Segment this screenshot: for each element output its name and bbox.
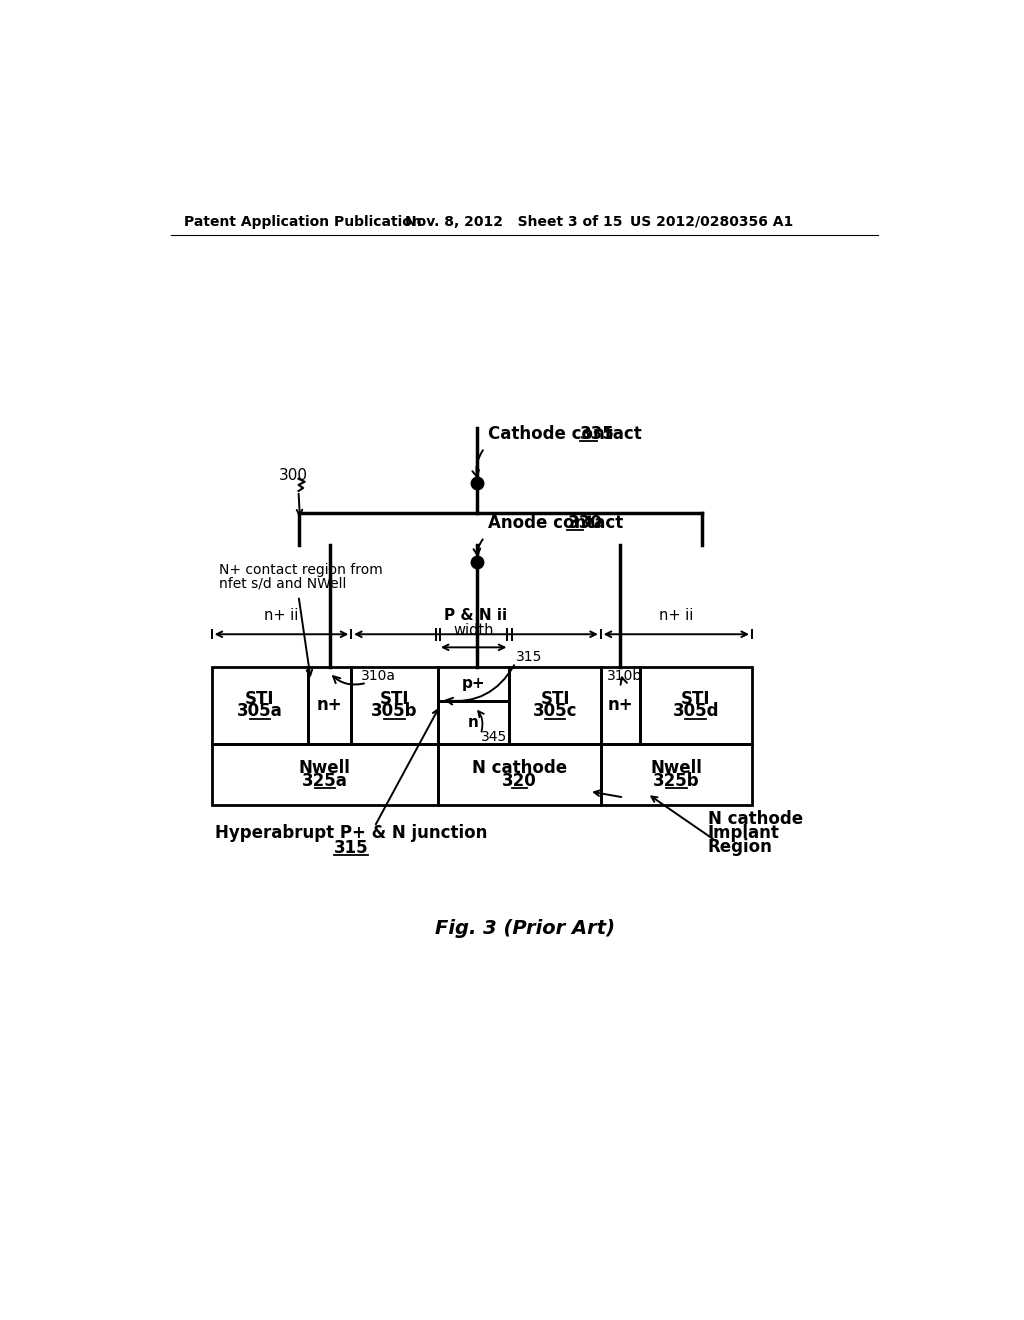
Text: Patent Application Publication: Patent Application Publication (183, 215, 422, 228)
Text: n+: n+ (607, 696, 633, 714)
Text: Nov. 8, 2012   Sheet 3 of 15: Nov. 8, 2012 Sheet 3 of 15 (406, 215, 623, 228)
Text: p+: p+ (462, 676, 485, 692)
Text: Cathode contact: Cathode contact (488, 425, 648, 444)
Text: Nwell: Nwell (650, 759, 702, 777)
Text: 305a: 305a (237, 702, 283, 721)
Text: 300: 300 (280, 469, 308, 483)
Bar (640, 667, 752, 743)
Bar (438, 667, 509, 701)
Text: Region: Region (708, 838, 772, 855)
Text: n+: n+ (316, 696, 342, 714)
Text: 330: 330 (567, 515, 602, 532)
Text: nfet s/d and NWell: nfet s/d and NWell (219, 577, 347, 590)
Bar (438, 701, 509, 743)
Text: 315: 315 (515, 651, 542, 664)
Text: 320: 320 (502, 772, 537, 789)
Text: Hyperabrupt P+ & N junction: Hyperabrupt P+ & N junction (215, 824, 487, 842)
Text: STI: STI (681, 690, 711, 708)
Text: 325a: 325a (302, 772, 348, 789)
Text: 310a: 310a (360, 669, 395, 682)
Text: 305b: 305b (372, 702, 418, 721)
Text: STI: STI (245, 690, 274, 708)
Text: Nwell: Nwell (299, 759, 351, 777)
Text: N+ contact region from: N+ contact region from (219, 564, 383, 577)
Text: width: width (454, 623, 494, 638)
Text: STI: STI (380, 690, 410, 708)
Bar (308, 667, 351, 743)
Text: 325b: 325b (653, 772, 699, 789)
Text: US 2012/0280356 A1: US 2012/0280356 A1 (630, 215, 794, 228)
Text: n+ ii: n+ ii (264, 609, 299, 623)
Text: n+ ii: n+ ii (659, 609, 693, 623)
Text: P & N ii: P & N ii (444, 609, 508, 623)
Text: Implant: Implant (708, 824, 779, 842)
Bar (351, 667, 438, 743)
Bar (212, 743, 438, 805)
Text: 315: 315 (334, 838, 369, 857)
Text: N cathode: N cathode (472, 759, 567, 777)
Text: 310b: 310b (607, 669, 642, 682)
Text: 345: 345 (480, 730, 507, 744)
Text: 305d: 305d (673, 702, 719, 721)
Text: Fig. 3 (Prior Art): Fig. 3 (Prior Art) (435, 919, 614, 939)
Bar (212, 667, 308, 743)
Text: n: n (468, 715, 479, 730)
Text: STI: STI (541, 690, 569, 708)
Bar (601, 667, 640, 743)
Text: 335: 335 (580, 425, 614, 444)
Text: Anode contact: Anode contact (488, 515, 630, 532)
Text: 305c: 305c (532, 702, 578, 721)
Bar (509, 667, 601, 743)
Bar (438, 743, 601, 805)
Bar (601, 743, 752, 805)
Text: N cathode: N cathode (708, 810, 803, 828)
